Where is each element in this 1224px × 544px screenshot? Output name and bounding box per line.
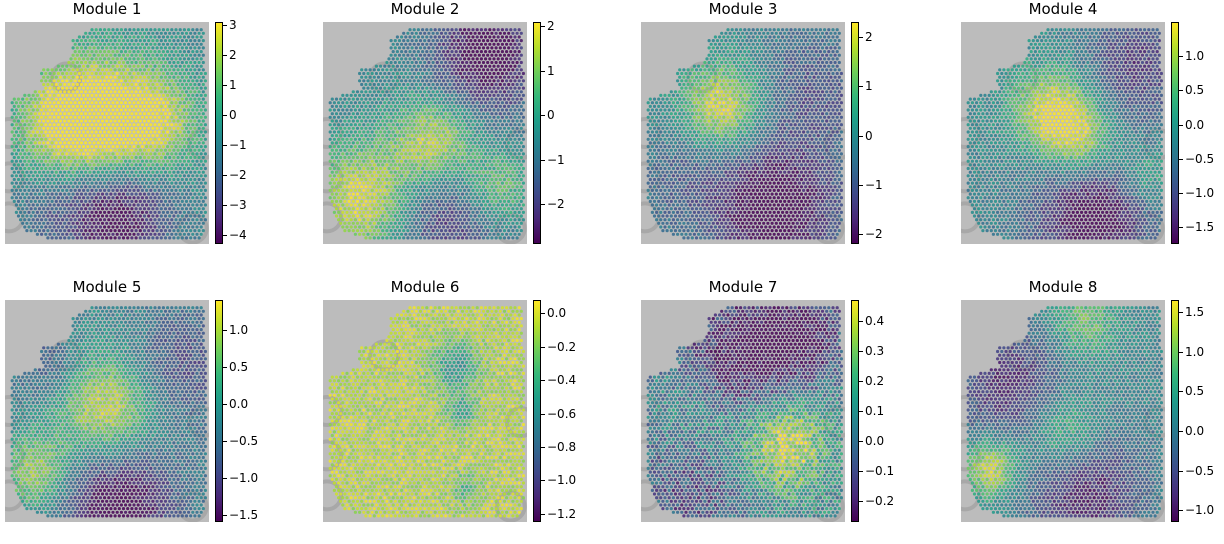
colorbar-tick-label: −1 [229, 138, 247, 152]
colorbar [1171, 22, 1179, 244]
spot-map-svg [961, 300, 1165, 522]
colorbar-tick-label: 3 [229, 18, 237, 32]
colorbar-tick-label: −0.2 [547, 339, 577, 354]
colorbar-tick-label: −1 [865, 177, 883, 192]
module-panel: Module 1 3 2 1 0 −1 −2 −3 −4 [5, 0, 305, 265]
colorbar-tick-label: 0.5 [1185, 384, 1205, 399]
colorbar-tick-label: −1.5 [229, 507, 259, 522]
colorbar-tick-label: −1.5 [1185, 219, 1215, 234]
colorbar-tick-label: −0.1 [865, 464, 895, 478]
panel-title: Module 2 [390, 0, 460, 18]
panel-title: Module 8 [1028, 278, 1098, 296]
panel-title: Module 6 [390, 278, 460, 296]
spatial-expression-map [961, 22, 1165, 244]
colorbar-tick-label: −2 [865, 227, 883, 242]
colorbar-tick-label: 2 [229, 48, 237, 62]
colorbar-tick-label: 0.0 [1185, 117, 1205, 132]
colorbar-tick-label: 0.3 [865, 344, 885, 358]
colorbar-tick-label: 0.0 [229, 396, 249, 411]
colorbar-tick-label: 2 [865, 29, 873, 44]
colorbar-tick-label: −4 [229, 228, 247, 242]
spatial-expression-map [641, 300, 845, 522]
colorbar-tick-label: 1.0 [1185, 49, 1205, 64]
spatial-expression-map [5, 300, 209, 522]
colorbar-tick-label: 1 [229, 78, 237, 92]
colorbar-tick-label: 0.1 [865, 404, 885, 418]
colorbar-tick-label: −0.5 [229, 433, 259, 448]
colorbar-tick-label: −0.5 [1185, 463, 1215, 478]
spot-map-svg [961, 22, 1165, 244]
spot-map-svg [5, 300, 209, 522]
colorbar [533, 22, 541, 244]
spot-map-svg [323, 22, 527, 244]
colorbar-tick-label: −1.0 [1185, 503, 1215, 518]
spatial-expression-map [323, 22, 527, 244]
colorbar-tick-label: 0 [229, 108, 237, 122]
colorbar-tick-label: 0.4 [865, 314, 885, 328]
colorbar-tick-label: 1 [547, 63, 555, 78]
colorbar-tick-label: 0.5 [1185, 83, 1205, 98]
module-panel: Module 6 0.0 −0.2 −0.4 −0.6 −0.8 −1.0 −1.2 [323, 278, 623, 543]
spatial-expression-map [5, 22, 209, 244]
colorbar-tick-label: 1 [865, 79, 873, 94]
spot-map-svg [641, 22, 845, 244]
colorbar [215, 22, 223, 244]
spot-map-svg [5, 22, 209, 244]
colorbar-tick-label: −1 [547, 152, 565, 167]
colorbar-tick-label: −1.0 [547, 473, 577, 488]
panel-title: Module 3 [708, 0, 778, 18]
colorbar-tick-label: −0.2 [865, 494, 895, 508]
spatial-expression-map [323, 300, 527, 522]
colorbar-tick-label: 0.2 [865, 374, 885, 388]
colorbar-tick-label: −2 [547, 197, 565, 211]
module-panel: Module 7 0.4 0.3 0.2 0.1 0.0 −0.1 −0.2 [641, 278, 941, 543]
colorbar-tick-label: 1.0 [1185, 344, 1205, 359]
colorbar-tick-label: −2 [229, 168, 247, 182]
colorbar-tick-label: −0.5 [1185, 151, 1215, 166]
panel-title: Module 5 [72, 278, 142, 296]
colorbar-tick-label: 0.5 [229, 359, 249, 374]
spot-map-svg [641, 300, 845, 522]
colorbar-tick-label: 1.5 [1185, 304, 1205, 319]
colorbar-tick-label: −1.0 [229, 470, 259, 485]
panel-title: Module 4 [1028, 0, 1098, 18]
colorbar-tick-label: 0.0 [1185, 423, 1205, 438]
panel-title: Module 1 [72, 0, 142, 18]
colorbar-tick-label: 0 [865, 128, 873, 143]
colorbar-tick-label: 1.0 [229, 322, 249, 337]
colorbar-tick-label: 0 [547, 108, 555, 123]
colorbar-tick-label: −0.6 [547, 406, 577, 421]
module-panel: Module 2 2 1 0 −1 −2 [323, 0, 623, 265]
module-panel: Module 4 1.0 0.5 0.0 −0.5 −1.0 −1.5 [961, 0, 1224, 265]
colorbar-tick-label: 0.0 [865, 434, 885, 448]
colorbar-tick-label: −1.2 [547, 506, 577, 521]
colorbar [851, 22, 859, 244]
colorbar-tick-label: −0.8 [547, 439, 577, 454]
colorbar [533, 300, 541, 522]
spot-map-svg [323, 300, 527, 522]
module-panel: Module 8 1.5 1.0 0.5 0.0 −0.5 −1.0 [961, 278, 1224, 543]
colorbar [851, 300, 859, 522]
module-panel: Module 3 2 1 0 −1 −2 [641, 0, 941, 265]
colorbar-tick-label: −0.4 [547, 373, 577, 388]
spatial-expression-map [961, 300, 1165, 522]
spatial-expression-map [641, 22, 845, 244]
colorbar-tick-label: 2 [547, 19, 555, 34]
panel-title: Module 7 [708, 278, 778, 296]
colorbar-tick-label: −1.0 [1185, 185, 1215, 200]
colorbar [1171, 300, 1179, 522]
colorbar-tick-label: −3 [229, 198, 247, 212]
module-panel: Module 5 1.0 0.5 0.0 −0.5 −1.0 −1.5 [5, 278, 305, 543]
colorbar [215, 300, 223, 522]
colorbar-tick-label: 0.0 [547, 306, 567, 321]
